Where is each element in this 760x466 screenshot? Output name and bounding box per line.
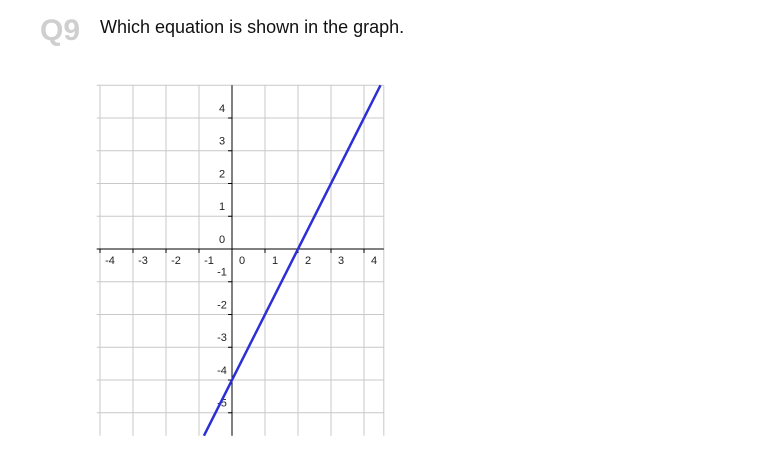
- y-tick-label: 0: [219, 234, 225, 246]
- x-tick-label: 4: [371, 255, 377, 267]
- y-tick-label: -1: [217, 267, 227, 279]
- question-text: Which equation is shown in the graph.: [100, 17, 404, 37]
- x-tick-label: 2: [305, 255, 311, 267]
- y-tick-label: 1: [219, 201, 225, 213]
- x-tick-label: -1: [204, 255, 214, 267]
- x-tick-label: -2: [171, 255, 181, 267]
- y-tick-label: 2: [219, 168, 225, 180]
- question-number: Q9: [40, 14, 80, 47]
- y-tick-label: -4: [217, 365, 227, 377]
- plot: -4 -3 -2 -1 0 1 2 3 4 -5 -4 -3 -2 -1 0 1 2 3 4: [96, 84, 385, 437]
- y-tick-label: -5: [217, 398, 227, 410]
- y-tick-label: -3: [217, 332, 227, 344]
- x-tick-label: 1: [272, 255, 278, 267]
- y-tick-label: 4: [219, 103, 225, 115]
- x-tick-label: 0: [239, 255, 245, 267]
- data-line: [202, 84, 382, 437]
- x-tick-label: -3: [138, 255, 148, 267]
- x-tick-label: -4: [105, 255, 115, 267]
- y-tick-label: -2: [217, 299, 227, 311]
- x-tick-label: 3: [338, 255, 344, 267]
- y-tick-label: 3: [219, 136, 225, 148]
